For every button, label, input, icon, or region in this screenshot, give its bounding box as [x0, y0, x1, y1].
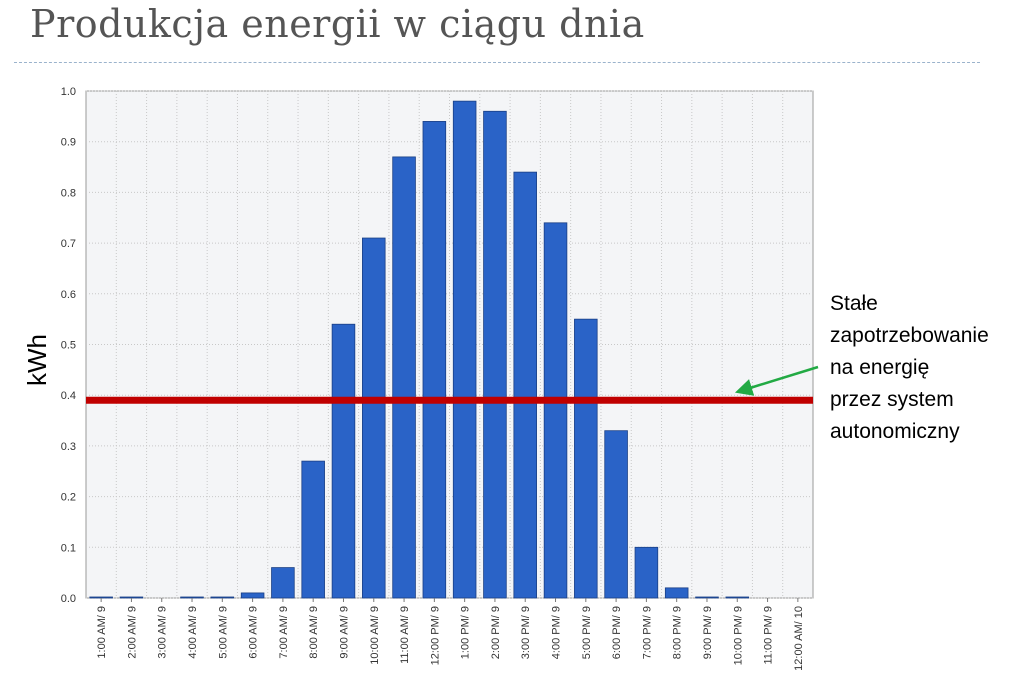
- x-tick-label: 9:00 AM/ 9: [338, 606, 350, 659]
- annotation-line: przez system: [830, 388, 954, 411]
- x-tick-label: 1:00 PM/ 9: [460, 606, 472, 659]
- x-tick-label: 6:00 PM/ 9: [611, 606, 623, 659]
- bar: [543, 222, 568, 599]
- annotation-line: Stałe: [830, 292, 878, 315]
- bar: [422, 121, 447, 599]
- x-tick-label: 1:00 AM/ 9: [96, 606, 108, 659]
- bar: [664, 587, 689, 599]
- y-tick-label: 0.4: [61, 390, 76, 402]
- x-tick-label: 7:00 AM/ 9: [278, 606, 290, 659]
- x-tick-label: 4:00 AM/ 9: [187, 606, 199, 659]
- bar: [331, 323, 356, 599]
- x-tick-label: 7:00 PM/ 9: [641, 606, 653, 659]
- bar: [725, 596, 750, 599]
- y-tick-label: 0.3: [61, 441, 76, 453]
- bar: [513, 171, 537, 599]
- x-tick-label: 10:00 PM/ 9: [732, 606, 744, 665]
- bar: [634, 546, 659, 599]
- x-tick-label: 4:00 PM/ 9: [551, 606, 563, 659]
- x-tick-label: 8:00 AM/ 9: [308, 606, 320, 659]
- bar: [180, 596, 204, 599]
- annotation-line: autonomiczny: [830, 420, 960, 443]
- x-tick-label: 8:00 PM/ 9: [672, 606, 684, 659]
- x-tick-label: 3:00 AM/ 9: [157, 606, 169, 659]
- annotation-line: zapotrzebowanie: [830, 324, 989, 347]
- y-tick-label: 0.8: [61, 187, 76, 199]
- y-tick-label: 0.1: [61, 542, 76, 554]
- y-tick-label: 0.7: [61, 238, 76, 250]
- x-tick-label: 5:00 AM/ 9: [217, 606, 229, 659]
- bar: [119, 596, 144, 599]
- bar: [271, 567, 295, 599]
- y-axis-title: kWh: [22, 334, 52, 386]
- bar: [483, 110, 507, 599]
- bar: [89, 596, 113, 599]
- y-tick-label: 0.9: [61, 137, 76, 149]
- bar: [604, 430, 628, 599]
- x-tick-label: 12:00 AM/ 10: [793, 606, 805, 671]
- title-divider: [14, 62, 980, 63]
- x-tick-label: 6:00 AM/ 9: [248, 606, 260, 659]
- x-tick-label: 11:00 PM/ 9: [763, 606, 775, 665]
- annotation-arrow: [734, 365, 819, 396]
- x-tick-label: 2:00 AM/ 9: [126, 606, 138, 659]
- bar: [210, 596, 235, 599]
- annotation-line: na energię: [830, 356, 930, 379]
- bar: [362, 237, 386, 599]
- x-tick-label: 2:00 PM/ 9: [490, 606, 502, 659]
- annotation-text: Stałe zapotrzebowanie na energię przez s…: [830, 288, 1020, 448]
- bar: [301, 460, 325, 599]
- y-tick-label: 0.5: [61, 340, 76, 352]
- y-tick-label: 0.2: [61, 492, 76, 504]
- slide-title: Produkcja energii w ciągu dnia: [30, 2, 645, 46]
- x-tick-label: 9:00 PM/ 9: [702, 606, 714, 659]
- x-tick-label: 10:00 AM/ 9: [369, 606, 381, 665]
- bar: [240, 592, 265, 599]
- bar: [574, 318, 598, 599]
- bar: [695, 596, 719, 599]
- x-tick-label: 12:00 PM/ 9: [429, 606, 441, 665]
- y-tick-label: 0.0: [61, 593, 76, 605]
- bar: [452, 100, 477, 599]
- y-tick-label: 1.0: [61, 86, 76, 98]
- x-tick-label: 5:00 PM/ 9: [581, 606, 593, 659]
- x-tick-label: 3:00 PM/ 9: [520, 606, 532, 659]
- x-tick-label: 11:00 AM/ 9: [399, 606, 411, 664]
- y-tick-label: 0.6: [61, 289, 76, 301]
- bar: [392, 156, 416, 599]
